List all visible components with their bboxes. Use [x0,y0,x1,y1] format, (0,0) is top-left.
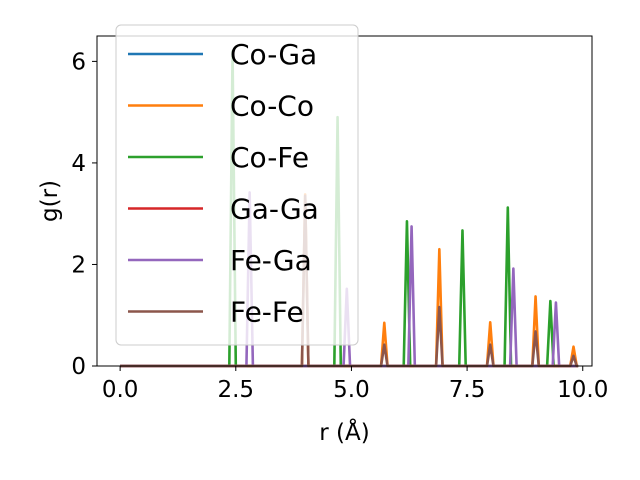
legend-label-fe-ga: Fe-Ga [230,244,312,277]
legend-label-fe-fe: Fe-Fe [230,296,304,329]
y-axis-ticks: 0 2 4 6 [71,49,97,380]
x-axis-ticks: 0.0 2.5 5.0 7.5 10.0 [102,366,608,403]
x-tick-label: 0.0 [102,377,139,403]
y-tick-label: 6 [71,49,86,75]
x-tick-label: 10.0 [557,377,608,403]
x-tick-label: 5.0 [333,377,370,403]
x-axis-label: r (Å) [319,418,369,446]
legend-items: Co-Ga Co-Co Co-Fe Ga-Ga Fe-Ga Fe-Fe [128,38,319,329]
y-axis-label: g(r) [37,180,63,222]
y-tick-label: 2 [71,252,86,278]
legend-label-co-fe: Co-Fe [230,141,309,174]
x-tick-label: 2.5 [217,377,254,403]
y-tick-label: 0 [71,354,86,380]
x-tick-label: 7.5 [449,377,486,403]
legend-label-ga-ga: Ga-Ga [230,193,319,226]
legend-label-co-co: Co-Co [230,90,314,123]
legend: Co-Ga Co-Co Co-Fe Ga-Ga Fe-Ga Fe-Fe [115,24,359,346]
y-tick-label: 4 [71,151,86,177]
legend-label-co-ga: Co-Ga [230,38,317,71]
